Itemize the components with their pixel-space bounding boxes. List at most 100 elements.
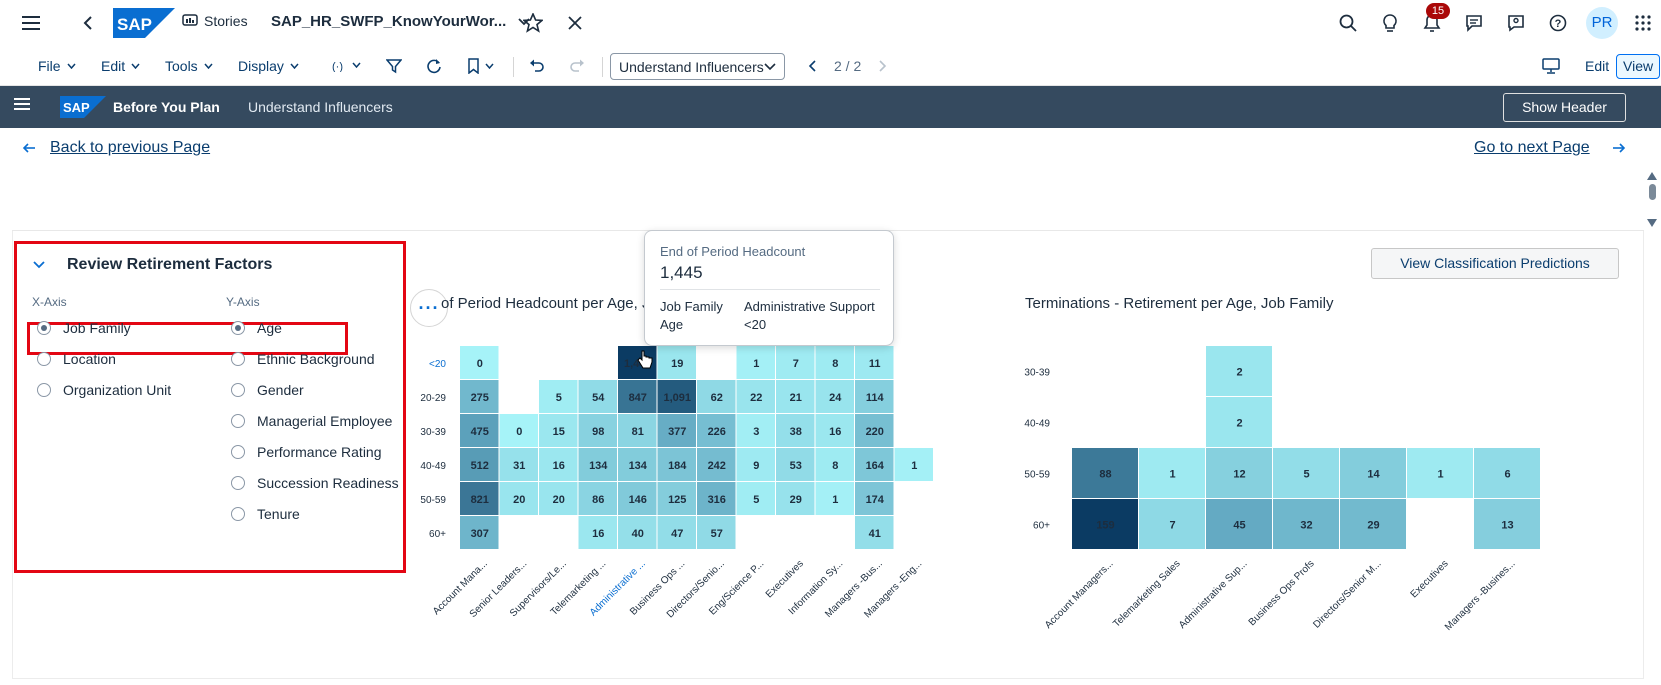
heatmap-cell[interactable] (855, 346, 894, 379)
file-menu[interactable]: File (38, 58, 76, 74)
heatmap-cell[interactable] (539, 380, 578, 413)
heatmap-cell[interactable] (736, 380, 776, 413)
heatmap-cell[interactable] (578, 516, 618, 549)
heatmap-cell[interactable] (697, 448, 736, 481)
story-menu-icon[interactable] (14, 97, 32, 117)
heatmap-cell[interactable] (1407, 448, 1473, 498)
help-icon[interactable]: ? (1545, 10, 1571, 36)
favorite-star-icon[interactable] (520, 10, 546, 36)
edit-mode-button[interactable]: Edit (1585, 58, 1610, 74)
heatmap-cell[interactable] (657, 414, 697, 447)
heatmap-cell[interactable] (578, 380, 618, 413)
view-classification-predictions-button[interactable]: View Classification Predictions (1371, 248, 1619, 279)
heatmap-cell[interactable] (578, 414, 618, 447)
user-support-icon[interactable] (1503, 10, 1529, 36)
heatmap-cell[interactable] (1139, 499, 1205, 549)
scroll-up-arrow-icon[interactable] (1647, 172, 1657, 180)
heatmap-cell[interactable] (697, 380, 736, 413)
heatmap-cell[interactable] (1206, 448, 1272, 498)
heatmap-cell[interactable] (1072, 499, 1138, 549)
back-to-previous-page-link[interactable]: Back to previous Page (22, 139, 210, 157)
heatmap-cell[interactable] (460, 482, 499, 515)
heatmap-cell[interactable] (776, 414, 815, 447)
heatmap-cell[interactable] (855, 516, 894, 549)
redo-icon[interactable] (567, 56, 587, 76)
heatmap-cell[interactable] (1474, 499, 1540, 549)
hamburger-menu-icon[interactable] (18, 10, 44, 36)
undo-icon[interactable] (527, 56, 547, 76)
heatmap-cell[interactable] (776, 380, 815, 413)
heatmap-cell[interactable] (1206, 346, 1272, 396)
filter-icon[interactable] (384, 56, 404, 76)
next-page-icon[interactable] (873, 56, 893, 76)
heatmap-cell[interactable] (1340, 499, 1406, 549)
heatmap-cell[interactable] (460, 346, 499, 379)
radio-button[interactable] (231, 445, 245, 459)
y-option[interactable]: Ethnic Background (231, 351, 375, 367)
heatmap-cell[interactable] (815, 414, 855, 447)
y-option[interactable]: Managerial Employee (231, 413, 392, 429)
heatmap-cell[interactable] (657, 516, 697, 549)
heatmap-cell[interactable] (815, 482, 855, 515)
heatmap-cell[interactable] (618, 414, 657, 447)
y-option[interactable]: Tenure (231, 506, 300, 522)
heatmap-cell[interactable] (815, 448, 855, 481)
radio-button[interactable] (231, 321, 245, 335)
back-arrow-icon[interactable] (75, 10, 101, 36)
radio-button[interactable] (231, 383, 245, 397)
radio-button[interactable] (37, 352, 51, 366)
heatmap-cell[interactable] (736, 448, 776, 481)
heatmap-cell[interactable] (657, 380, 697, 413)
heatmap-cell[interactable] (578, 448, 618, 481)
radio-button[interactable] (231, 352, 245, 366)
x-option[interactable]: Location (37, 351, 116, 367)
formula-icon[interactable]: (·) (330, 56, 364, 76)
x-option[interactable]: Organization Unit (37, 382, 171, 398)
heatmap-cell[interactable] (697, 414, 736, 447)
heatmap-cell[interactable] (697, 482, 736, 515)
heatmap-cell[interactable] (460, 414, 499, 447)
heatmap-cell[interactable] (539, 414, 578, 447)
heatmap-cell[interactable] (815, 380, 855, 413)
stories-link[interactable]: Stories (182, 13, 248, 29)
heatmap-cell[interactable] (618, 482, 657, 515)
heatmap-cell[interactable] (1072, 448, 1138, 498)
heatmap-cell[interactable] (618, 448, 657, 481)
heatmap-cell[interactable] (736, 346, 776, 379)
comments-icon[interactable] (1461, 10, 1487, 36)
y-option[interactable]: Age (231, 320, 282, 336)
heatmap-cell[interactable] (460, 448, 499, 481)
scrollbar-thumb[interactable] (1649, 184, 1656, 200)
page-select[interactable]: Understand Influencers (610, 53, 785, 80)
y-option[interactable]: Performance Rating (231, 444, 382, 460)
heatmap-cell[interactable] (1340, 448, 1406, 498)
heatmap-cell[interactable] (776, 482, 815, 515)
x-option[interactable]: Job Family (37, 320, 131, 336)
heatmap-cell[interactable] (855, 448, 894, 481)
radio-button[interactable] (231, 507, 245, 521)
heatmap-cell[interactable] (539, 482, 578, 515)
heatmap-cell[interactable] (1206, 397, 1272, 447)
collapse-chevron-icon[interactable] (33, 259, 45, 271)
heatmap-cell[interactable] (736, 482, 776, 515)
heatmap-cell[interactable] (657, 482, 697, 515)
radio-button[interactable] (37, 383, 51, 397)
heatmap-cell[interactable] (855, 482, 894, 515)
heatmap-cell[interactable] (499, 482, 539, 515)
radio-button[interactable] (231, 476, 245, 490)
display-menu[interactable]: Display (238, 58, 299, 74)
heatmap-cell[interactable] (499, 414, 539, 447)
heatmap-cell[interactable] (578, 482, 618, 515)
lightbulb-icon[interactable] (1377, 10, 1403, 36)
heatmap-cell[interactable] (776, 346, 815, 379)
heatmap-cell[interactable] (1139, 448, 1205, 498)
previous-page-icon[interactable] (802, 56, 822, 76)
heatmap-cell[interactable] (894, 448, 934, 481)
story-header-page[interactable]: Understand Influencers (248, 99, 393, 115)
heatmap-cell[interactable] (855, 414, 894, 447)
heatmap-cell[interactable] (1474, 448, 1540, 498)
heatmap-cell[interactable] (736, 414, 776, 447)
heatmap-cell[interactable] (460, 516, 499, 549)
go-to-next-page-link[interactable]: Go to next Page (1474, 139, 1626, 157)
heatmap-cell[interactable] (618, 516, 657, 549)
